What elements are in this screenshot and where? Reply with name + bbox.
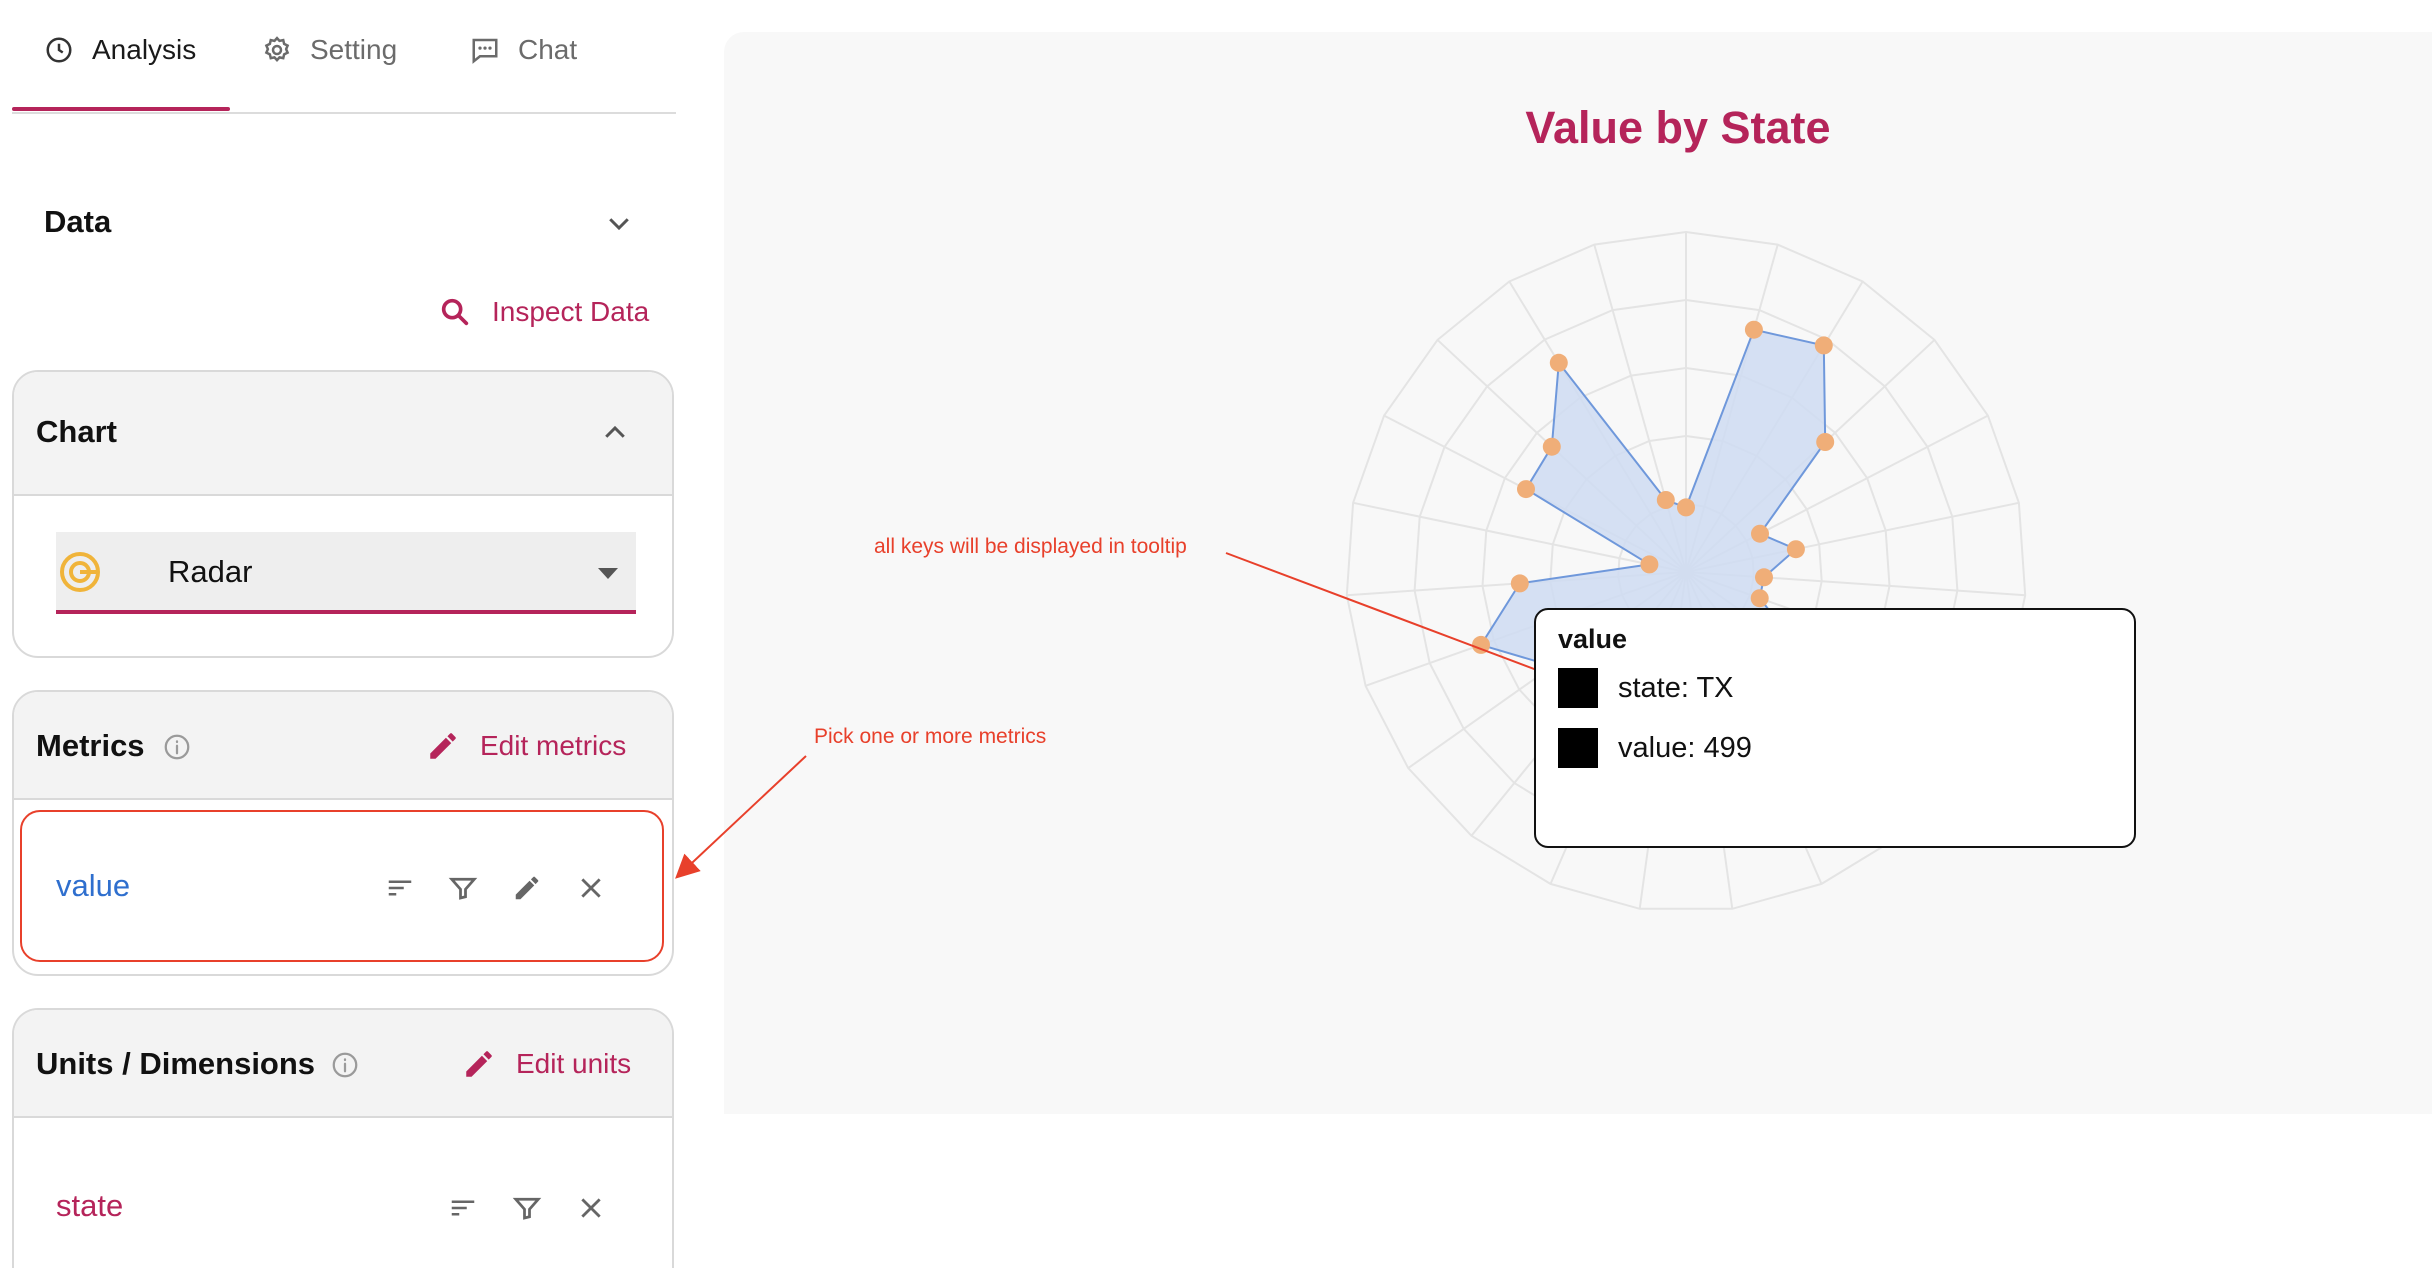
info-icon bbox=[164, 734, 190, 760]
metric-remove-button[interactable] bbox=[569, 866, 613, 910]
unit-filter-button[interactable] bbox=[505, 1186, 549, 1230]
metric-filter-button[interactable] bbox=[441, 866, 485, 910]
units-panel: Units / Dimensions Edit units state bbox=[12, 1008, 674, 1268]
tab-analysis[interactable]: Analysis bbox=[44, 28, 196, 72]
filter-icon bbox=[512, 1197, 542, 1220]
metric-item-highlight bbox=[20, 810, 664, 962]
tab-divider bbox=[12, 112, 676, 114]
tooltip-row: state: TX bbox=[1558, 668, 1734, 708]
data-collapse-button[interactable] bbox=[596, 200, 642, 246]
chat-icon bbox=[472, 38, 498, 64]
caret-down-icon bbox=[598, 568, 618, 579]
chart-title: Value by State bbox=[1525, 102, 1831, 153]
search-icon bbox=[441, 298, 469, 326]
chart-type-label: Radar bbox=[168, 554, 253, 589]
radar-axis-spoke bbox=[1352, 501, 1687, 573]
chart-type-select[interactable]: Radar bbox=[56, 532, 636, 614]
tooltip-title: value bbox=[1558, 624, 1628, 654]
chart-panel: Chart Radar bbox=[12, 370, 674, 658]
pencil-icon bbox=[466, 1051, 492, 1077]
metric-item-label[interactable]: value bbox=[56, 868, 131, 903]
tab-chat[interactable]: Chat bbox=[470, 28, 577, 72]
unit-remove-button[interactable] bbox=[569, 1186, 613, 1230]
radar-data-point bbox=[1750, 589, 1769, 608]
chart-collapse-button[interactable] bbox=[592, 410, 638, 456]
tab-label: Chat bbox=[518, 34, 578, 65]
radar-data-point bbox=[1816, 433, 1835, 451]
radar-data-point bbox=[1510, 574, 1529, 593]
radar-grid-ring bbox=[1345, 230, 2027, 910]
unit-item-label[interactable]: state bbox=[56, 1188, 124, 1223]
radar-icon bbox=[60, 552, 100, 592]
chart-panel-header: Chart bbox=[14, 372, 672, 496]
chevron-up-icon bbox=[605, 425, 625, 438]
edit-metrics-button[interactable]: Edit metrics bbox=[426, 724, 626, 768]
pencil-icon bbox=[430, 733, 456, 759]
sort-icon bbox=[388, 880, 412, 896]
radar-data-point bbox=[1549, 353, 1568, 372]
chart-tooltip: value state: TX value: 499 bbox=[1534, 608, 2136, 848]
close-icon bbox=[581, 1198, 601, 1218]
active-tab-indicator bbox=[12, 107, 230, 111]
radar-data-point bbox=[1744, 320, 1763, 339]
filter-icon bbox=[448, 877, 478, 900]
metrics-panel-header: Metrics Edit metrics bbox=[14, 692, 672, 800]
radar-data-point bbox=[1542, 437, 1561, 456]
tab-label: Analysis bbox=[92, 34, 197, 65]
chevron-down-icon bbox=[609, 218, 629, 231]
tooltip-swatch bbox=[1558, 728, 1598, 768]
tab-setting[interactable]: Setting bbox=[262, 28, 397, 72]
radar-data-point bbox=[1640, 555, 1659, 574]
radar-data-point bbox=[1472, 635, 1490, 654]
inspect-data-button[interactable]: Inspect Data bbox=[438, 290, 649, 334]
chart-area: Value by State bbox=[724, 32, 2432, 1114]
units-panel-title: Units / Dimensions bbox=[36, 1046, 316, 1081]
close-icon bbox=[581, 878, 601, 898]
radar-data-point bbox=[1517, 480, 1535, 499]
metrics-panel: Metrics Edit metrics value bbox=[12, 690, 674, 976]
units-panel-header: Units / Dimensions Edit units bbox=[14, 1010, 672, 1118]
metrics-annotation: Pick one or more metrics bbox=[814, 725, 1047, 748]
unit-sort-button[interactable] bbox=[441, 1186, 485, 1230]
gear-icon bbox=[264, 36, 290, 62]
clock-icon bbox=[46, 37, 72, 63]
info-icon bbox=[332, 1052, 358, 1078]
edit-metrics-label: Edit metrics bbox=[480, 730, 627, 761]
pencil-icon bbox=[515, 876, 539, 900]
tooltip-row-text: state: TX bbox=[1618, 671, 1734, 704]
metric-sort-button[interactable] bbox=[378, 866, 422, 910]
tooltip-row: value: 499 bbox=[1558, 728, 1752, 768]
metric-edit-button[interactable] bbox=[505, 866, 549, 910]
radar-data-point bbox=[1656, 491, 1675, 509]
metrics-panel-title: Metrics bbox=[36, 728, 145, 763]
tooltip-swatch bbox=[1558, 668, 1598, 708]
radar-data-point bbox=[1755, 568, 1773, 587]
tab-label: Setting bbox=[310, 34, 398, 65]
edit-units-label: Edit units bbox=[516, 1048, 632, 1079]
tooltip-annotation: all keys will be displayed in tooltip bbox=[874, 535, 1187, 558]
inspect-data-label: Inspect Data bbox=[492, 296, 650, 327]
data-section-title: Data bbox=[44, 204, 112, 239]
chart-panel-title: Chart bbox=[36, 414, 117, 449]
tooltip-row-text: value: 499 bbox=[1618, 731, 1752, 764]
radar-data-point bbox=[1814, 336, 1833, 355]
sort-icon bbox=[451, 1200, 475, 1216]
radar-data-point bbox=[1677, 498, 1695, 517]
radar-data-point bbox=[1751, 524, 1769, 543]
radar-data-point bbox=[1786, 540, 1805, 559]
edit-units-button[interactable]: Edit units bbox=[462, 1042, 631, 1086]
